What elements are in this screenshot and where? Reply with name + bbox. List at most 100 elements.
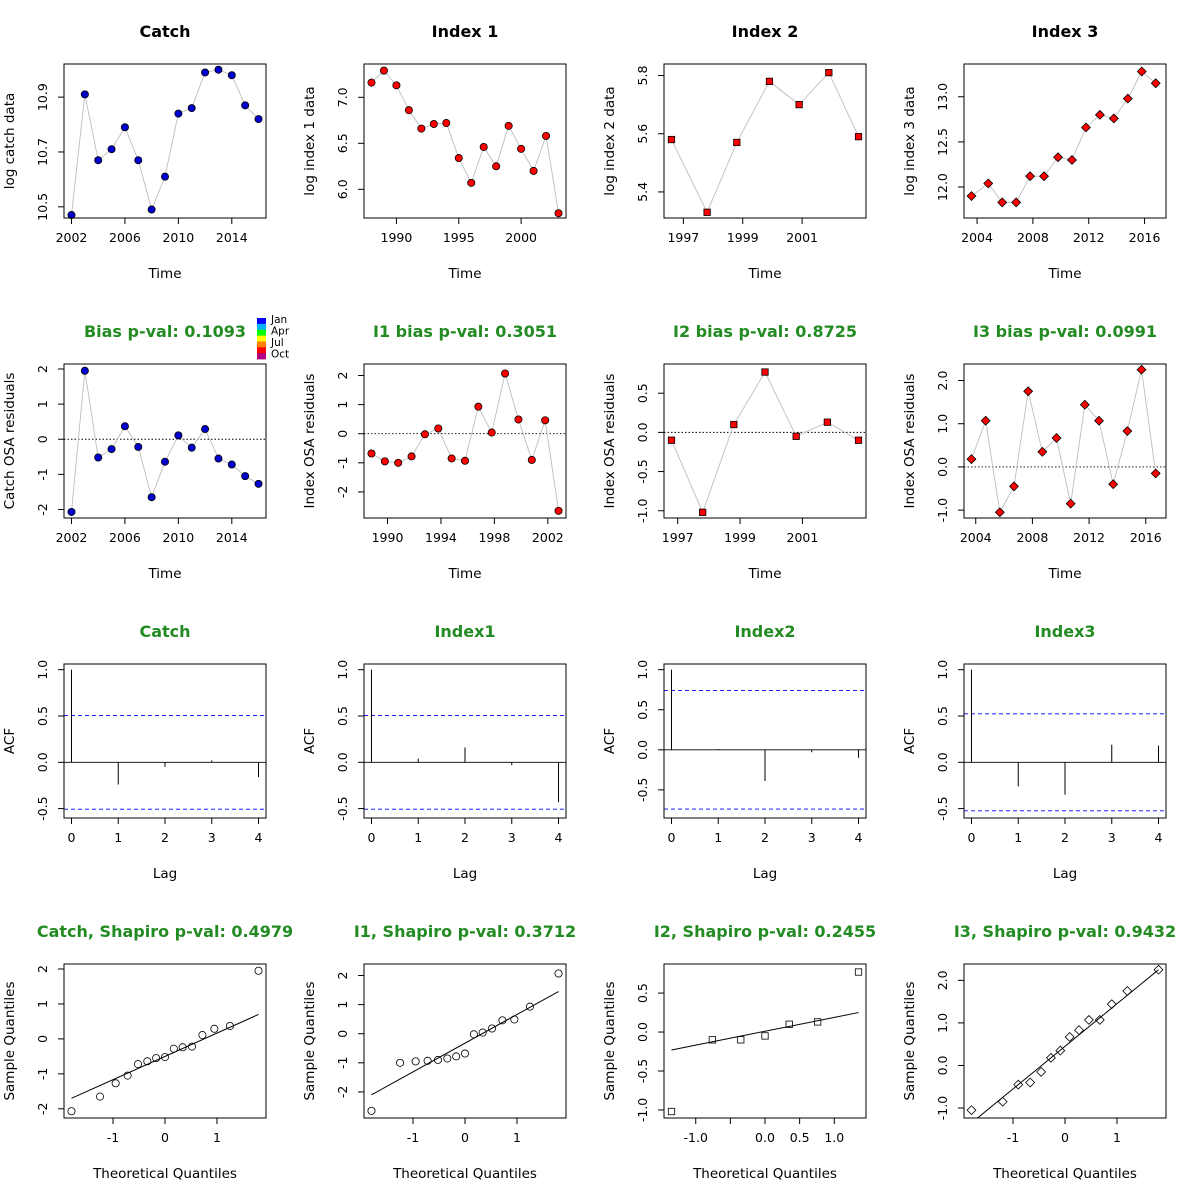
data-point [1065,498,1076,509]
x-tick-label: 2004 [960,530,992,545]
plot-frame [663,63,867,219]
data-point [187,104,196,113]
y-tick-label: 0 [335,1030,350,1038]
y-tick-label: 12.0 [935,173,950,201]
x-axis-label: Lag [453,866,477,882]
data-point [667,436,676,444]
y-tick-label: 0.5 [35,706,50,726]
y-tick-label: 0 [35,435,50,443]
x-tick-label: -1 [107,1130,119,1145]
y-tick-label: -1 [335,1057,350,1069]
x-tick-label: -1 [1007,1130,1019,1145]
y-tick-label: 0.0 [335,752,350,772]
panel-13: Catch, Shapiro p-val: 0.4979 Theoretical … [2,922,293,1182]
x-axis-label: Time [147,566,181,582]
plot-frame [963,663,1167,819]
data-point [460,456,469,465]
data-point [467,178,476,187]
data-point [254,115,263,124]
legend-swatch [257,341,266,348]
y-tick-label: -1.0 [935,1096,950,1120]
data-point [107,145,116,154]
y-tick-label: 12.5 [935,128,950,156]
y-axis-label: Index OSA residuals [302,374,318,509]
qq-point [737,1036,745,1044]
y-tick-label: -2 [335,1086,350,1098]
data-point [501,369,510,378]
series-line [671,371,859,514]
data-point [492,162,501,171]
x-tick-label: 0 [668,830,676,845]
data-point [417,124,426,133]
panel-10: Index1 Lag ACF 0 1 2 3 4 -0.5 0.0 0.5 1.0 [302,622,567,882]
data-point [854,436,863,444]
data-point [94,156,103,165]
x-tick-label: 0 [461,1130,469,1145]
data-point [394,458,403,467]
y-tick-label: 10.9 [35,83,50,111]
data-point [554,506,563,515]
y-axis-label: Sample Quantiles [302,981,318,1100]
qq-point [554,969,563,978]
qq-point [785,1020,793,1028]
data-point [1011,197,1022,208]
data-point [517,144,526,153]
x-tick-label: 2008 [1017,230,1049,245]
y-tick-label: 0.5 [635,700,650,720]
panel-title: Bias p-val: 0.1093 [84,322,246,341]
y-tick-label: 10.7 [35,138,50,166]
y-tick-label: 0.0 [935,1055,950,1075]
data-point [479,142,488,151]
x-axis-label: Theoretical Quantiles [392,1166,537,1182]
panel-title: I2 bias p-val: 0.8725 [673,322,857,341]
qq-point [152,1054,161,1063]
plot-frame [663,363,867,519]
qq-point [814,1018,822,1026]
data-point [474,402,483,411]
legend-swatch [257,323,266,331]
data-point [147,205,156,214]
qq-point [411,1057,420,1066]
x-axis-label: Time [747,266,781,282]
data-point [527,455,536,464]
qq-point [1025,1077,1036,1088]
x-tick-label: 1 [213,1130,221,1145]
qq-point [452,1052,461,1061]
qq-point [198,1031,207,1040]
y-tick-label: 5.4 [635,182,650,202]
qq-point [433,1055,442,1064]
y-tick-label: 7.0 [335,87,350,107]
plot-frame [63,963,267,1119]
qq-point [1153,964,1164,975]
data-point [367,449,376,458]
x-tick-label: 2 [161,830,169,845]
x-tick-label: 2004 [961,230,993,245]
x-tick-label: 2006 [109,230,141,245]
qq-reference-line [71,1013,259,1099]
y-tick-label: 0.0 [35,752,50,772]
qq-point [478,1028,487,1037]
y-tick-label: 1 [335,1001,350,1009]
x-tick-label: 1994 [425,530,457,545]
y-tick-label: -0.5 [35,796,50,820]
qq-point [178,1043,187,1052]
panel-title: I3, Shapiro p-val: 0.9432 [954,922,1176,941]
y-axis-label: log index 1 data [302,86,318,195]
x-tick-label: -1.0 [684,1130,708,1145]
x-tick-label: 2 [761,830,769,845]
y-tick-label: 2 [35,965,50,973]
data-point [1051,433,1062,443]
data-point [160,457,169,466]
y-tick-label: 0 [335,430,350,438]
y-tick-label: 0.5 [935,706,950,726]
data-point [434,424,443,433]
panel-title: Index1 [434,622,495,641]
qq-point [160,1053,169,1062]
data-point [1122,426,1133,437]
x-axis-label: Time [447,266,481,282]
data-point [1094,109,1105,120]
qq-point [997,1096,1008,1107]
panel-title: Catch [139,622,190,641]
x-tick-label: 0 [368,830,376,845]
